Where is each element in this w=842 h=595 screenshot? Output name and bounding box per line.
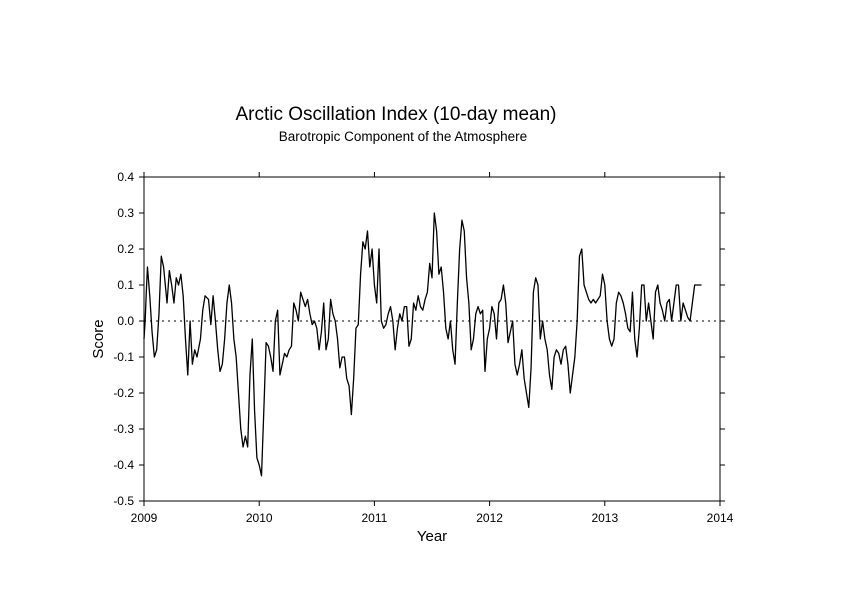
chart-title: Arctic Oscillation Index (10-day mean) <box>235 104 556 125</box>
plot-frame <box>143 176 721 502</box>
x-tick-label: 2013 <box>591 511 618 525</box>
x-tick-label: 2009 <box>131 511 158 525</box>
x-tick-label: 2012 <box>476 511 503 525</box>
x-tick-label: 2011 <box>361 511 387 525</box>
y-tick-label: 0.2 <box>117 242 134 256</box>
y-tick-label: 0.1 <box>117 278 134 292</box>
y-tick-label: -0.1 <box>113 350 134 364</box>
y-tick-label: 0.3 <box>117 206 134 220</box>
x-axis-label: Year <box>417 528 447 545</box>
y-tick-label: 0.4 <box>117 170 134 184</box>
y-axis-label: Score <box>90 319 107 358</box>
x-axis-ticks <box>143 172 721 506</box>
chart-subtitle: Barotropic Component of the Atmosphere <box>279 129 527 144</box>
x-tick-label: 2010 <box>246 511 273 525</box>
y-axis-ticks <box>139 176 725 502</box>
y-tick-label: -0.5 <box>113 494 134 508</box>
y-tick-label: -0.2 <box>113 386 134 400</box>
x-tick-label: 2014 <box>707 511 734 525</box>
y-tick-label: 0.0 <box>117 314 134 328</box>
x-tick-labels: 2009 2010 2011 2012 2013 2014 <box>131 511 734 525</box>
y-tick-label: -0.3 <box>113 422 134 436</box>
y-tick-labels: -0.5 -0.4 -0.3 -0.2 -0.1 0.0 0.1 0.2 0.3 0.4 <box>113 170 134 508</box>
y-tick-label: -0.4 <box>113 458 134 472</box>
ao-series-line <box>143 212 702 477</box>
